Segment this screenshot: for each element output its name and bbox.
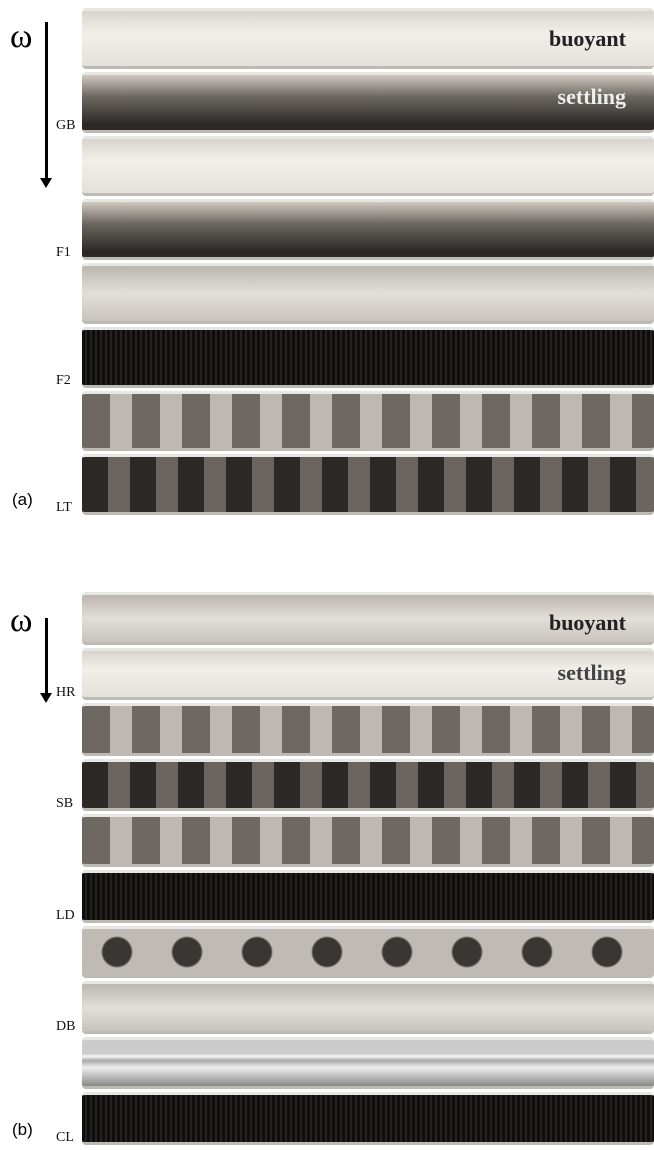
tube-photo <box>82 199 654 260</box>
regime-label: LD <box>56 907 75 923</box>
tube-photo <box>82 1092 654 1145</box>
tube-photo <box>82 326 654 388</box>
tube-photo <box>82 8 654 69</box>
regime-label: GB <box>56 117 76 133</box>
omega-symbol: ω <box>10 18 33 55</box>
tube-photo <box>82 1036 654 1090</box>
tube-photo <box>82 981 654 1034</box>
rotation-arrow <box>40 22 52 188</box>
regime-label: F1 <box>56 245 71 260</box>
tube-photo <box>82 925 654 979</box>
tube-photo <box>82 390 654 452</box>
regime-label: F2 <box>56 372 71 388</box>
regime-label: LT <box>56 500 72 515</box>
regime-label: SB <box>56 796 74 812</box>
tube-photo <box>82 647 654 701</box>
panel-label: (a) <box>12 490 33 509</box>
regime-label: CL <box>56 1130 74 1145</box>
regime-label: HR <box>56 685 76 701</box>
panel-label: (b) <box>12 1120 33 1139</box>
tube-photo <box>82 454 654 515</box>
tube-photo <box>82 135 654 197</box>
buoyant-label: buoyant <box>548 610 626 635</box>
settling-label: settling <box>557 659 626 685</box>
rotation-arrow <box>40 618 52 703</box>
omega-symbol: ω <box>10 602 33 639</box>
tube-photo <box>82 592 654 645</box>
settling-label: settling <box>557 83 626 109</box>
tube-photo <box>82 263 654 324</box>
regime-label: DB <box>56 1018 76 1034</box>
buoyant-label: buoyant <box>548 26 626 51</box>
tube-photo <box>82 703 654 756</box>
tube-photo <box>82 814 654 867</box>
tube-photo <box>82 870 654 923</box>
tube-photo <box>82 71 654 133</box>
tube-photo <box>82 758 654 812</box>
